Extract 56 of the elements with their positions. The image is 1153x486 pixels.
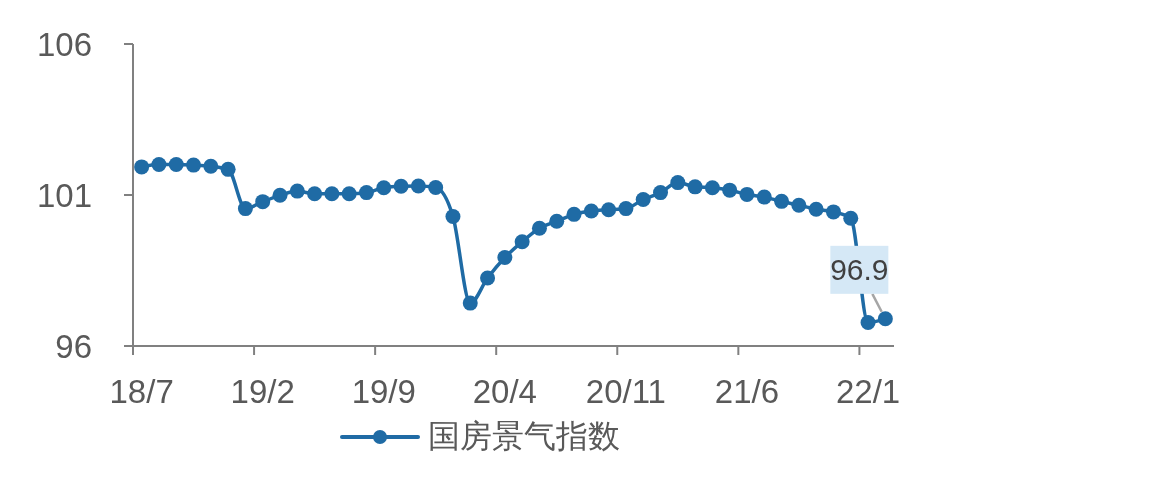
data-label: 96.9 [830, 253, 889, 287]
point [618, 201, 634, 217]
point [860, 314, 876, 330]
point [825, 204, 841, 220]
point [168, 157, 184, 172]
point [203, 158, 219, 174]
point [358, 185, 374, 201]
point [877, 311, 893, 327]
point [220, 161, 236, 177]
point [341, 186, 357, 202]
point [272, 187, 288, 203]
point [289, 183, 305, 199]
x-tick-label: 22/1 [835, 373, 901, 411]
point [186, 157, 202, 173]
point [635, 192, 651, 208]
point [307, 186, 323, 202]
point [756, 189, 772, 205]
y-tick-label: 106 [36, 25, 92, 63]
point [583, 203, 599, 219]
point [134, 159, 150, 175]
point [445, 208, 461, 224]
point [601, 202, 617, 218]
x-tick-label: 20/11 [585, 373, 666, 411]
point [393, 178, 409, 194]
x-tick-label: 19/2 [230, 373, 295, 411]
point [255, 194, 271, 210]
point [376, 180, 392, 196]
point [428, 179, 444, 195]
point [531, 220, 547, 236]
point [151, 157, 167, 172]
legend-label: 国房景气指数 [428, 417, 620, 456]
point [480, 270, 496, 286]
y-tick-label: 101 [36, 176, 92, 214]
x-tick-label: 20/4 [472, 373, 537, 411]
point [687, 179, 703, 195]
point [704, 180, 720, 196]
point [237, 201, 253, 217]
point [843, 210, 859, 226]
y-tick-label: 96 [55, 327, 92, 365]
x-tick-label: 21/6 [714, 373, 780, 411]
point [324, 186, 340, 202]
point [808, 201, 824, 217]
x-tick-label: 18/7 [109, 373, 174, 411]
point [774, 193, 790, 209]
point [670, 175, 686, 191]
point [410, 178, 426, 194]
point [549, 213, 565, 229]
point [653, 185, 669, 201]
point [462, 295, 478, 311]
point [722, 182, 738, 198]
point [566, 206, 582, 222]
point [791, 197, 807, 213]
point [514, 234, 530, 250]
point [497, 250, 513, 266]
x-tick-label: 19/9 [351, 373, 416, 411]
point [739, 186, 755, 202]
